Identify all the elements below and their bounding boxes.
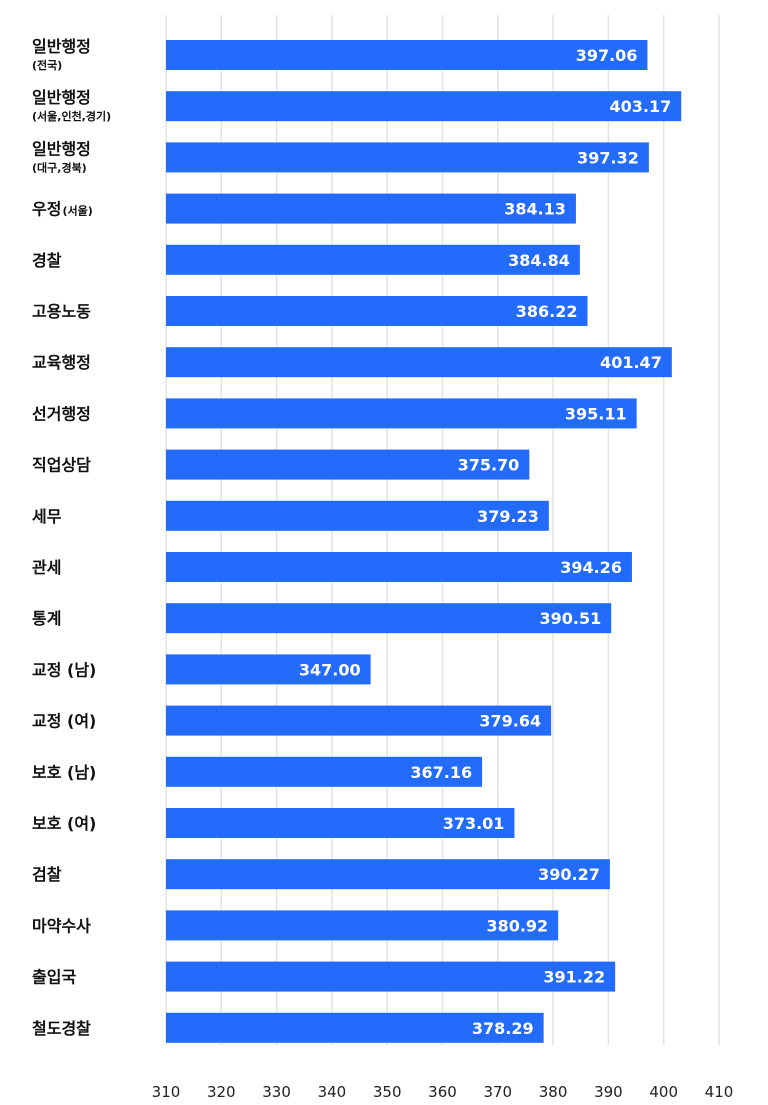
category-label-main: 경찰 xyxy=(32,251,62,270)
bar-value-label: 401.47 xyxy=(600,353,662,372)
bar-value-label: 397.32 xyxy=(577,148,639,167)
bar-value-label: 394.26 xyxy=(560,558,622,577)
x-tick-label: 380 xyxy=(539,1083,568,1101)
category-label: 일반행정 xyxy=(32,139,91,158)
category-label-sub: (대구,경북) xyxy=(32,160,87,174)
x-tick-label: 340 xyxy=(318,1083,347,1101)
category-label: 세무 xyxy=(32,507,62,526)
category-label: 교정 (남) xyxy=(32,660,96,679)
bar xyxy=(166,808,515,838)
bar-value-label: 391.22 xyxy=(543,968,605,987)
category-label: 직업상담 xyxy=(32,456,91,475)
bar xyxy=(166,449,530,480)
category-label: 검찰 xyxy=(32,865,62,884)
bar-value-label: 395.11 xyxy=(565,404,627,423)
bar-value-label: 386.22 xyxy=(516,302,578,321)
category-label-main: 선거행정 xyxy=(32,404,91,423)
bar xyxy=(166,1012,544,1043)
x-axis-ticks: 310 320 330 340 350 360 370 380 390 400 410 xyxy=(152,1083,734,1101)
bar xyxy=(166,705,552,736)
x-tick-label: 360 xyxy=(428,1083,457,1101)
category-label: 출입국 xyxy=(32,968,76,987)
bar xyxy=(166,961,616,992)
category-label-main: 보호 (여) xyxy=(32,814,96,833)
category-label-main: 교정 (여) xyxy=(32,712,96,731)
category-label-main: 통계 xyxy=(32,609,61,628)
category-label: 교육행정 xyxy=(32,353,91,372)
category-label-main: 세무 xyxy=(32,507,62,526)
category-label: 일반행정 xyxy=(32,88,91,107)
category-label: 선거행정 xyxy=(32,404,91,423)
category-label-sub: (전국) xyxy=(32,58,62,72)
x-tick-label: 310 xyxy=(152,1083,181,1101)
bar-value-label: 379.23 xyxy=(477,507,539,526)
category-label: 고용노동 xyxy=(32,302,91,321)
bar xyxy=(166,654,371,685)
category-label: 일반행정 xyxy=(32,37,91,56)
category-label: 관세 xyxy=(32,558,61,577)
bar xyxy=(166,142,649,173)
bar xyxy=(166,500,549,531)
bar xyxy=(166,398,637,429)
bar xyxy=(166,347,672,378)
bar-value-label: 373.01 xyxy=(443,814,505,833)
category-label-main: 일반행정 xyxy=(32,139,91,158)
x-tick-label: 410 xyxy=(705,1083,734,1101)
bar xyxy=(166,910,559,941)
category-label-main: 마약수사 xyxy=(32,916,91,935)
bar xyxy=(166,756,483,787)
category-label-main: 일반행정 xyxy=(32,37,91,56)
category-label-main: 출입국 xyxy=(32,968,76,987)
category-label-sub: (서울,인천,경기) xyxy=(32,109,111,123)
bar xyxy=(166,552,632,582)
x-tick-label: 350 xyxy=(373,1083,402,1101)
category-label: 교정 (여) xyxy=(32,712,96,731)
bar-value-label: 347.00 xyxy=(299,660,361,679)
bar xyxy=(166,91,682,122)
category-label-main: 관세 xyxy=(32,558,61,577)
category-label: 보호 (남) xyxy=(32,763,96,782)
category-label-main: 교정 (남) xyxy=(32,660,96,679)
bar-value-label: 403.17 xyxy=(609,97,671,116)
bar xyxy=(166,603,612,634)
category-label: 우정(서울) xyxy=(32,200,93,219)
bar xyxy=(166,859,610,890)
bar-value-label: 378.29 xyxy=(472,1019,534,1038)
category-labels: 일반행정 (전국) 일반행정 (서울,인천,경기) 일반행정 (대구,경북) 우정(서울) 경… xyxy=(32,37,111,1038)
x-tick-label: 330 xyxy=(262,1083,291,1101)
category-label-main: 고용노동 xyxy=(32,302,91,321)
bar-value-label: 397.06 xyxy=(576,46,638,65)
category-label-main: 검찰 xyxy=(32,865,62,884)
category-label: 경찰 xyxy=(32,251,62,270)
category-label-main: 우정 xyxy=(32,200,61,219)
category-label: 보호 (여) xyxy=(32,814,96,833)
bar xyxy=(166,296,588,326)
bar-value-label: 379.64 xyxy=(479,712,541,731)
category-label-sub: (서울) xyxy=(62,204,92,218)
bar-value-label: 390.51 xyxy=(539,609,601,628)
category-label-main: 교육행정 xyxy=(32,353,91,372)
x-tick-label: 320 xyxy=(207,1083,236,1101)
bar-value-label: 384.13 xyxy=(504,200,566,219)
bar-value-label: 367.16 xyxy=(410,763,472,782)
bar-value-label: 375.70 xyxy=(458,456,520,475)
category-label: 철도경찰 xyxy=(32,1019,91,1038)
bar xyxy=(166,193,576,224)
category-label: 통계 xyxy=(32,609,61,628)
category-label-main: 철도경찰 xyxy=(32,1019,91,1038)
bar-value-label: 380.92 xyxy=(486,916,548,935)
category-label-main: 일반행정 xyxy=(32,88,91,107)
category-label-main: 직업상담 xyxy=(32,456,91,475)
bars: 397.06 403.17 397.32 384.13 384.84 386.22 401.… xyxy=(166,40,682,1043)
bar-value-label: 384.84 xyxy=(508,251,570,270)
bar xyxy=(166,244,580,275)
x-tick-label: 390 xyxy=(594,1083,623,1101)
bar-value-label: 390.27 xyxy=(538,865,600,884)
x-tick-label: 370 xyxy=(483,1083,512,1101)
category-label-main: 보호 (남) xyxy=(32,763,96,782)
bar xyxy=(166,40,648,70)
category-label: 마약수사 xyxy=(32,916,91,935)
x-tick-label: 400 xyxy=(649,1083,678,1101)
